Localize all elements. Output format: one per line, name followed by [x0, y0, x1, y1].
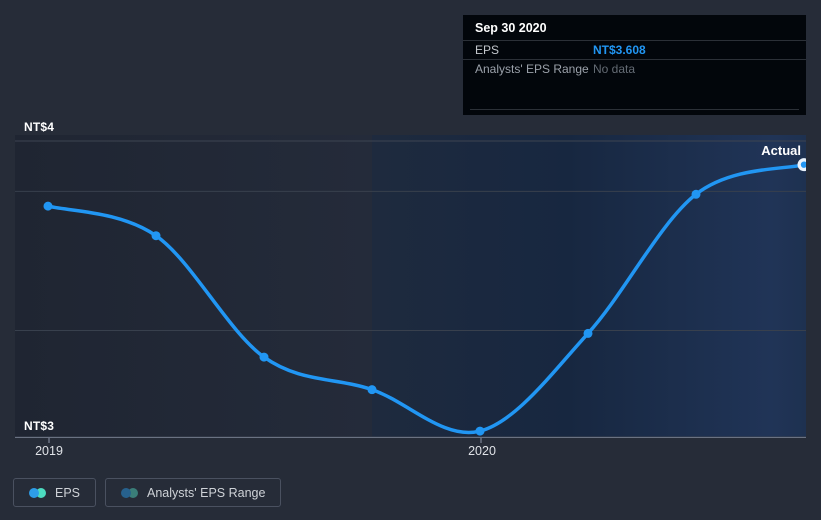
eps-series-icon	[29, 487, 46, 498]
data-point[interactable]	[691, 189, 701, 199]
x-axis-tick-label-2020: 2020	[468, 444, 496, 458]
analysts-eps-range-icon	[121, 487, 139, 498]
y-axis-label-min: NT$3	[24, 419, 55, 433]
tooltip-range-value: No data	[593, 62, 636, 76]
tooltip-range-label: Analysts' EPS Range	[475, 62, 589, 76]
legend-eps-label: EPS	[55, 485, 81, 500]
tooltip-date: Sep 30 2020	[475, 21, 547, 35]
active-data-point[interactable]	[800, 161, 807, 168]
x-axis	[15, 437, 806, 443]
actual-annotation: Actual	[761, 143, 801, 158]
tooltip-bottom-divider	[470, 109, 799, 110]
tooltip-row-eps: EPS NT$3.608	[463, 41, 806, 59]
tooltip-divider	[463, 40, 806, 41]
tooltip-eps-label: EPS	[475, 43, 500, 57]
gridlines	[15, 140, 806, 438]
data-point[interactable]	[367, 385, 377, 395]
tooltip-row-eps-range: Analysts' EPS Range No data	[463, 60, 806, 78]
chart-background-ttm-band	[372, 135, 806, 437]
data-point[interactable]	[259, 352, 269, 362]
data-point[interactable]	[583, 328, 593, 338]
x-axis-tick-label-2019: 2019	[35, 444, 63, 458]
tooltip-divider	[463, 59, 806, 60]
data-point[interactable]	[475, 426, 485, 436]
legend-button-analysts-eps-range[interactable]: Analysts' EPS Range	[105, 478, 282, 507]
eps-line[interactable]	[46, 162, 806, 435]
data-point[interactable]	[43, 201, 53, 211]
chart-background-past	[15, 135, 372, 437]
legend-button-eps[interactable]: EPS	[13, 478, 97, 507]
tooltip-eps-value: NT$3.608	[593, 43, 646, 57]
chart-tooltip: Sep 30 2020 EPS NT$3.608 Analysts' EPS R…	[463, 15, 806, 115]
chart-legend: EPS Analysts' EPS Range	[13, 478, 282, 507]
y-axis-label-max: NT$4	[24, 120, 55, 134]
legend-range-label: Analysts' EPS Range	[147, 485, 266, 500]
data-point[interactable]	[151, 231, 161, 241]
